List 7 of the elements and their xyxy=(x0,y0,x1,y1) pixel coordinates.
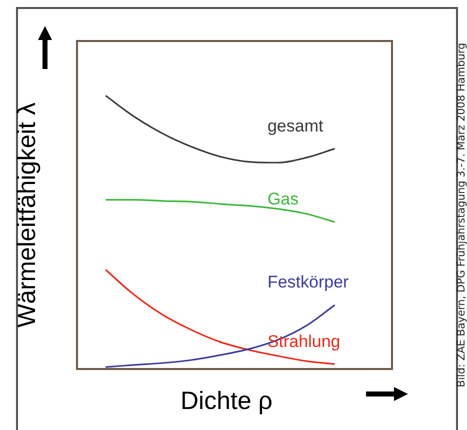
y-axis-title: Wärmeleitfähigkeit λ xyxy=(12,102,41,328)
series-label: Gas xyxy=(267,190,299,209)
text: Bild: ZAE Bayern, DPG Frühjahrstagung 3.-7. März 2008 Hamburg xyxy=(456,42,467,388)
series-label: Strahlung xyxy=(267,332,340,351)
x-axis-title: Dichte ρ xyxy=(180,386,273,415)
series-label: gesamt xyxy=(267,116,324,136)
series-label: Festkörper xyxy=(267,272,350,292)
